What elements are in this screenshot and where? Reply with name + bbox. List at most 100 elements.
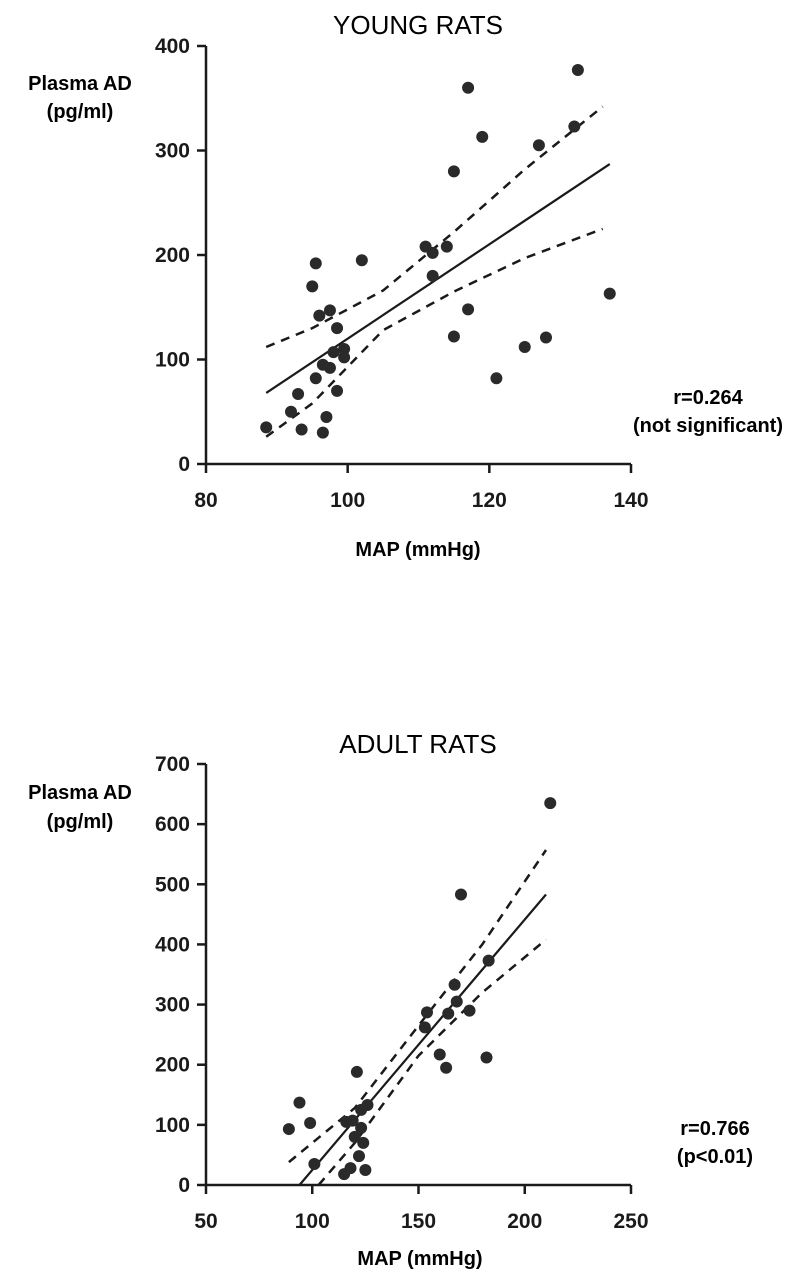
correlation-value: r=0.766 xyxy=(680,1118,750,1140)
data-point xyxy=(463,1004,476,1017)
confidence-band-upper xyxy=(288,849,548,1164)
y-axis-label: Plasma AD xyxy=(28,782,132,804)
data-point xyxy=(442,1007,455,1020)
data-point xyxy=(350,1065,363,1078)
significance-note: (not significant) xyxy=(633,415,783,437)
x-tick-label: 250 xyxy=(613,1210,648,1233)
y-axis-unit: (pg/ml) xyxy=(47,811,114,833)
data-point xyxy=(323,304,336,317)
significance-note: (p<0.01) xyxy=(677,1146,753,1168)
y-tick-label: 400 xyxy=(155,35,190,58)
y-axis-label: Plasma AD xyxy=(28,73,132,95)
data-point xyxy=(540,331,552,344)
data-point xyxy=(323,361,336,374)
data-point xyxy=(462,303,475,316)
y-axis-unit: (pg/ml) xyxy=(47,101,114,123)
chart-title: YOUNG RATS xyxy=(333,10,503,40)
data-point xyxy=(320,410,333,423)
correlation-value: r=0.264 xyxy=(673,387,743,409)
data-point xyxy=(346,1114,359,1127)
chart-adult-rats: ADULT RATS Plasma AD (pg/ml) MAP (mmHg) … xyxy=(0,715,801,1277)
data-point xyxy=(440,1061,453,1074)
x-tick-label: 80 xyxy=(194,489,217,512)
data-point xyxy=(418,1021,431,1034)
data-point xyxy=(355,1121,368,1134)
plot-area: 0 100 200 300 400 80 100 120 140 xyxy=(155,35,649,512)
y-tick-label: 200 xyxy=(155,1054,190,1077)
data-point xyxy=(532,139,545,152)
data-point xyxy=(359,1163,372,1176)
data-point xyxy=(447,330,460,343)
data-point xyxy=(426,269,439,282)
x-tick-label: 200 xyxy=(507,1210,542,1233)
y-tick-label: 200 xyxy=(155,244,190,267)
confidence-band-lower xyxy=(317,938,547,1186)
x-tick-label: 140 xyxy=(613,489,648,512)
data-point xyxy=(308,1157,321,1170)
confidence-band-lower xyxy=(265,227,604,438)
data-point xyxy=(295,423,308,436)
x-tick-label: 50 xyxy=(194,1210,217,1233)
y-tick-label: 300 xyxy=(155,140,190,163)
data-point xyxy=(338,351,351,364)
x-axis-label: MAP (mmHg) xyxy=(355,539,480,561)
data-point xyxy=(309,257,322,270)
data-point xyxy=(571,64,584,77)
data-point xyxy=(313,309,326,322)
data-point xyxy=(450,995,463,1008)
data-point xyxy=(344,1162,357,1175)
y-tick-label: 400 xyxy=(155,933,190,956)
data-point xyxy=(568,120,581,133)
y-tick-label: 100 xyxy=(155,1114,190,1137)
data-point xyxy=(355,254,368,267)
data-point xyxy=(309,372,322,385)
data-point xyxy=(331,322,344,335)
data-point xyxy=(282,1123,295,1136)
data-point xyxy=(476,130,489,143)
y-tick-label: 0 xyxy=(178,1174,190,1197)
data-point xyxy=(448,978,461,991)
data-point xyxy=(327,346,340,359)
data-point xyxy=(482,954,495,967)
data-point xyxy=(331,384,344,397)
y-tick-label: 600 xyxy=(155,813,190,836)
plot-area: 0 100 200 300 400 500 600 700 50 100 150 200 250 xyxy=(155,753,649,1233)
data-point xyxy=(353,1150,365,1163)
chart-young-rats-svg: YOUNG RATS Plasma AD (pg/ml) MAP (mmHg) … xyxy=(28,10,783,561)
data-point xyxy=(433,1048,446,1061)
x-tick-label: 100 xyxy=(295,1210,330,1233)
y-tick-label: 300 xyxy=(155,994,190,1017)
x-axis-label: MAP (mmHg) xyxy=(357,1248,482,1270)
y-tick-label: 700 xyxy=(155,753,190,776)
data-point xyxy=(426,246,439,259)
data-point xyxy=(348,1130,361,1143)
data-point xyxy=(462,81,475,94)
data-point xyxy=(480,1051,493,1064)
data-point xyxy=(455,888,467,901)
data-point xyxy=(260,421,273,434)
data-point xyxy=(285,405,297,418)
data-point xyxy=(338,343,351,356)
data-point xyxy=(316,426,329,439)
data-point xyxy=(361,1099,374,1112)
regression-line xyxy=(298,893,547,1186)
chart-adult-rats-svg: ADULT RATS Plasma AD (pg/ml) MAP (mmHg) … xyxy=(28,729,753,1270)
data-point xyxy=(518,340,531,353)
chart-title: ADULT RATS xyxy=(339,729,496,759)
data-point xyxy=(292,387,305,400)
data-point xyxy=(357,1136,370,1149)
data-point xyxy=(421,1006,433,1019)
y-tick-label: 500 xyxy=(155,873,190,896)
data-point xyxy=(447,165,460,178)
x-tick-label: 150 xyxy=(401,1210,436,1233)
y-tick-label: 0 xyxy=(178,453,190,476)
y-tick-label: 100 xyxy=(155,349,190,372)
data-point xyxy=(304,1117,317,1130)
x-tick-label: 100 xyxy=(330,489,365,512)
data-point xyxy=(440,240,453,253)
chart-young-rats: YOUNG RATS Plasma AD (pg/ml) MAP (mmHg) … xyxy=(0,0,801,600)
x-tick-label: 120 xyxy=(472,489,507,512)
data-point xyxy=(490,372,503,385)
data-point xyxy=(544,797,557,810)
data-point xyxy=(306,280,319,293)
